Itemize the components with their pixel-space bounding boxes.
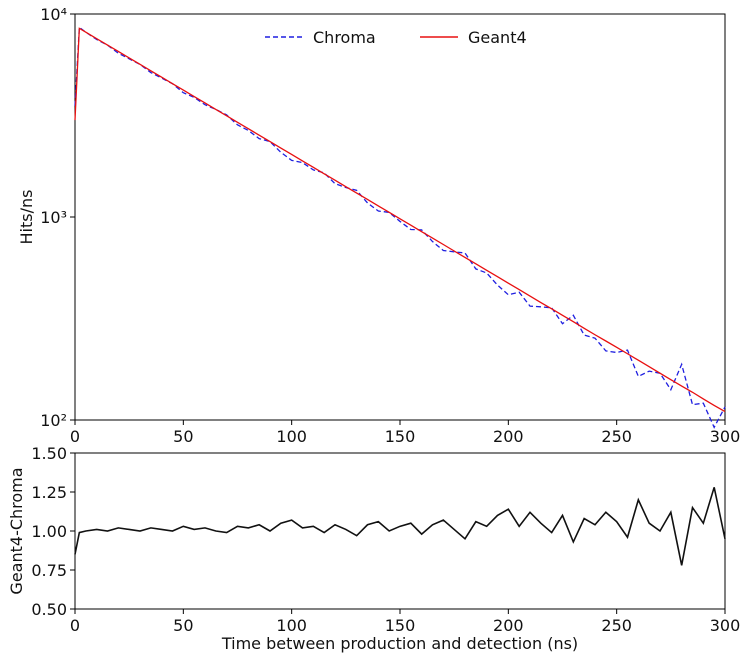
x-tick-label: 0 [70,616,80,635]
y-axis-label: Hits/ns [17,190,36,245]
y-tick-label: 0.75 [31,561,67,580]
x-tick-label: 200 [493,427,524,446]
x-tick-label: 300 [710,616,741,635]
y-tick-label: 0.50 [31,600,67,619]
x-tick-label: 100 [276,427,307,446]
x-tick-label: 50 [173,616,193,635]
x-tick-label: 50 [173,427,193,446]
y-tick-label: 1.50 [31,444,67,463]
legend-label: Geant4 [468,28,527,47]
y-tick-label: 1.00 [31,522,67,541]
y-axis-label: Geant4-Chroma [7,467,26,594]
y-tick-label: 1.25 [31,483,67,502]
data-line [74,27,726,413]
x-tick-label: 150 [385,616,416,635]
x-tick-label: 150 [385,427,416,446]
y-tick-label: 10³ [40,208,67,227]
x-tick-label: 100 [276,616,307,635]
legend-label: Chroma [313,28,376,47]
data-line [74,26,726,429]
x-tick-label: 0 [70,427,80,446]
x-tick-label: 250 [601,427,632,446]
y-tick-label: 10² [40,411,67,430]
x-axis-label: Time between production and detection (n… [221,634,578,653]
x-tick-label: 200 [493,616,524,635]
plot-frame [74,13,726,421]
x-tick-label: 250 [601,616,632,635]
x-tick-label: 300 [710,427,741,446]
y-tick-label: 10⁴ [40,5,67,24]
data-line [74,487,726,566]
